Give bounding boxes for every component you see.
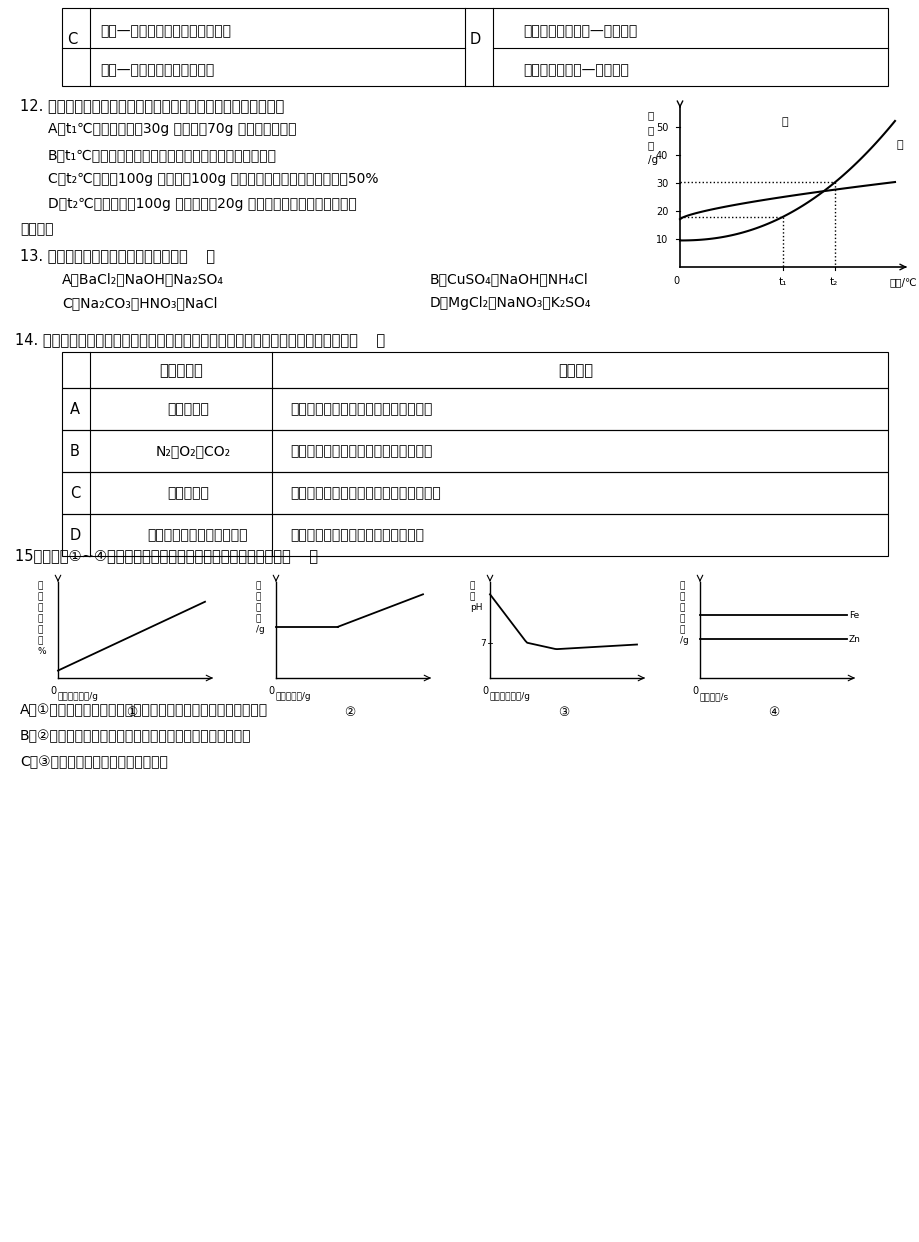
Text: 40: 40: [655, 152, 667, 161]
Text: 加入水的质量/g: 加入水的质量/g: [490, 692, 530, 700]
Text: A．BaCl₂、NaOH、Na₂SO₄: A．BaCl₂、NaOH、Na₂SO₄: [62, 272, 223, 286]
Text: C: C: [70, 486, 80, 501]
Text: /g: /g: [679, 636, 688, 645]
Text: 加水，测其在水中溶解时的温度变化: 加水，测其在水中溶解时的温度变化: [289, 528, 424, 542]
Text: %: %: [38, 647, 47, 656]
Text: 鉴别方法: 鉴别方法: [558, 363, 593, 378]
Text: 锌: 锌: [679, 604, 685, 612]
Bar: [62, 7, 887, 86]
Text: B．t₁℃时，甲、乙两物质形成的溶液溶质的质量分数相等: B．t₁℃时，甲、乙两物质形成的溶液溶质的质量分数相等: [48, 148, 277, 161]
Text: 量: 量: [679, 625, 685, 633]
Text: 蒸发水的质量/g: 蒸发水的质量/g: [58, 692, 99, 700]
Text: 质: 质: [38, 592, 43, 601]
Text: 待鉴别物质: 待鉴别物质: [159, 363, 202, 378]
Text: 用燃着的木条检验，观察木条燃烧情况: 用燃着的木条检验，观察木条燃烧情况: [289, 443, 432, 458]
Text: C．③向氢氧化钠溶液中不断加水稀释: C．③向氢氧化钠溶液中不断加水稀释: [20, 755, 167, 769]
Text: 20: 20: [655, 207, 667, 217]
Text: 14. 利用化学实验可以鉴别生活中的一些物质。下表中各组物质的鉴别方法错误的是（    ）: 14. 利用化学实验可以鉴别生活中的一些物质。下表中各组物质的鉴别方法错误的是（…: [15, 332, 385, 347]
Text: 铁: 铁: [679, 581, 685, 590]
Text: t₂: t₂: [829, 277, 837, 287]
Text: 0: 0: [482, 686, 488, 696]
Text: D．t₂℃时，分别在100g 水中各溶解20g 甲、乙，同时降低温度，甲先: D．t₂℃时，分别在100g 水中各溶解20g 甲、乙，同时降低温度，甲先: [48, 197, 357, 211]
Text: 13. 下列四组物质在溶液中能共存的是（    ）: 13. 下列四组物质在溶液中能共存的是（ ）: [20, 248, 215, 263]
Text: /g: /g: [255, 625, 265, 633]
Text: 温度/℃: 温度/℃: [889, 277, 916, 287]
Text: N₂、O₂、CO₂: N₂、O₂、CO₂: [155, 443, 231, 458]
Text: 12. 甲、乙两物质的溶解度曲线如图所示，下列叙述中正确的是：: 12. 甲、乙两物质的溶解度曲线如图所示，下列叙述中正确的是：: [20, 98, 284, 113]
Text: C．t₂℃时，在100g 水中放入100g 甲，所得溶液溶质的质量分数为50%: C．t₂℃时，在100g 水中放入100g 甲，所得溶液溶质的质量分数为50%: [48, 171, 378, 186]
Text: 用洗涤剂除去油污—乳化作用: 用洗涤剂除去油污—乳化作用: [522, 24, 637, 39]
Text: 加肥皂水，搅拌，观察产生泡沫的多少: 加肥皂水，搅拌，观察产生泡沫的多少: [289, 402, 432, 416]
Text: 缺锌—易引起食欲不振，发育不良: 缺锌—易引起食欲不振，发育不良: [100, 24, 231, 39]
Text: 反应时间/s: 反应时间/s: [699, 692, 729, 700]
Text: 30: 30: [655, 179, 667, 189]
Bar: [62, 388, 887, 430]
Text: C: C: [67, 32, 77, 47]
Text: B．②向露置在空气中部分变质的氢氧化钠溶液中加入稀盐酸: B．②向露置在空气中部分变质的氢氧化钠溶液中加入稀盐酸: [20, 729, 251, 743]
Text: 盐酸的质量/g: 盐酸的质量/g: [276, 692, 312, 700]
Text: 质: 质: [255, 604, 261, 612]
Text: 10: 10: [655, 235, 667, 245]
Bar: [62, 514, 887, 556]
Text: ③: ③: [558, 705, 569, 719]
Bar: [62, 472, 887, 514]
Text: 量: 量: [38, 614, 43, 623]
Bar: [62, 351, 887, 388]
Text: C．Na₂CO₃、HNO₃、NaCl: C．Na₂CO₃、HNO₃、NaCl: [62, 296, 217, 310]
Text: 0: 0: [267, 686, 274, 696]
Text: 闻燃烧产生的气味，观察燃烧情况和灰烬: 闻燃烧产生的气味，观察燃烧情况和灰烬: [289, 486, 440, 501]
Text: 氯化钠、硝酸铵、氢氧化钠: 氯化钠、硝酸铵、氢氧化钠: [147, 528, 247, 542]
Text: ②: ②: [344, 705, 356, 719]
Text: Fe: Fe: [848, 611, 858, 620]
Text: D: D: [470, 32, 481, 47]
Text: 溶: 溶: [470, 581, 475, 590]
Text: D: D: [70, 528, 81, 543]
Text: 硬水、软水: 硬水、软水: [167, 402, 209, 416]
Text: 气: 气: [255, 581, 261, 590]
Text: A．①在恒温的条件下，将足量的氯化钠饱和溶液蒸发适量的水分: A．①在恒温的条件下，将足量的氯化钠饱和溶液蒸发适量的水分: [20, 703, 267, 717]
Text: 溶: 溶: [38, 581, 43, 590]
Text: 乙: 乙: [896, 140, 902, 150]
Text: pH: pH: [470, 604, 482, 612]
Text: 量: 量: [255, 614, 261, 623]
Text: B: B: [70, 443, 80, 460]
Text: 0: 0: [50, 686, 56, 696]
Text: A．t₁℃时，甲、乙各30g 分别加入70g 水中均恰好饱和: A．t₁℃时，甲、乙各30g 分别加入70g 水中均恰好饱和: [48, 122, 296, 137]
Text: 质: 质: [38, 604, 43, 612]
Text: /g: /g: [647, 155, 657, 165]
Text: 体: 体: [255, 592, 261, 601]
Text: 液: 液: [470, 592, 475, 601]
Text: 15．下列图①~④分别与相应的操作过程相对应，其中正确的是（    ）: 15．下列图①~④分别与相应的操作过程相对应，其中正确的是（ ）: [15, 548, 318, 563]
Bar: [62, 430, 887, 472]
Text: 数: 数: [38, 636, 43, 645]
Text: 分: 分: [38, 625, 43, 633]
Text: 7: 7: [480, 638, 485, 647]
Text: Zn: Zn: [848, 635, 860, 643]
Text: 溶: 溶: [647, 111, 653, 120]
Text: 50: 50: [655, 123, 667, 133]
Text: 用汽油除去油污—溶解作用: 用汽油除去油污—溶解作用: [522, 63, 629, 77]
Text: 解: 解: [647, 125, 653, 135]
Text: t₁: t₁: [777, 277, 786, 287]
Text: 质: 质: [679, 614, 685, 623]
Text: 达到饱和: 达到饱和: [20, 222, 53, 236]
Text: D．MgCl₂、NaNO₃、K₂SO₄: D．MgCl₂、NaNO₃、K₂SO₄: [429, 296, 591, 310]
Text: 缺钙—易骨质疏松或得佝偻病: 缺钙—易骨质疏松或得佝偻病: [100, 63, 214, 77]
Text: 0: 0: [691, 686, 698, 696]
Text: 甲: 甲: [780, 117, 788, 127]
Text: ①: ①: [127, 705, 138, 719]
Text: 、: 、: [679, 592, 685, 601]
Text: 0: 0: [673, 276, 678, 286]
Text: A: A: [70, 402, 80, 417]
Text: ④: ④: [767, 705, 779, 719]
Text: 度: 度: [647, 140, 653, 150]
Text: 羊毛、涤纶: 羊毛、涤纶: [167, 486, 209, 501]
Text: B．CuSO₄、NaOH、NH₄Cl: B．CuSO₄、NaOH、NH₄Cl: [429, 272, 588, 286]
